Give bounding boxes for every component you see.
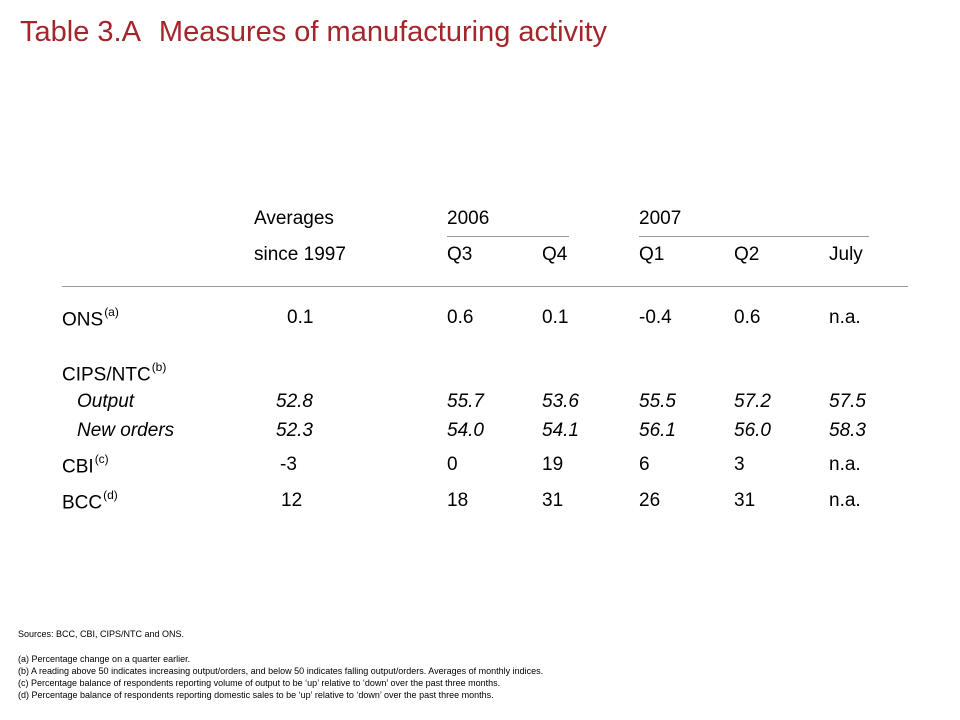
footnote-sources: Sources: BCC, CBI, CIPS/NTC and ONS. — [18, 629, 185, 639]
footnote-d: (d) Percentage balance of respondents re… — [18, 690, 494, 700]
header-since: since 1997 — [254, 244, 346, 265]
cell-output-july: 57.5 — [829, 391, 866, 412]
footnote-a: (a) Percentage change on a quarter earli… — [18, 654, 191, 664]
cell-cbi-avg: -3 — [280, 454, 297, 475]
cell-output-q1-2007: 55.5 — [639, 391, 676, 412]
cell-orders-july: 58.3 — [829, 420, 866, 441]
year-2006-underline — [447, 236, 569, 237]
cell-ons-q3-2006: 0.6 — [447, 307, 474, 328]
header-rule — [62, 286, 908, 287]
header-q1: Q1 — [639, 244, 665, 265]
cell-cbi-q3-2006: 0 — [447, 454, 458, 475]
cell-output-avg: 52.8 — [276, 391, 313, 412]
cell-ons-july: n.a. — [829, 307, 861, 328]
cell-bcc-q2-2007: 31 — [734, 490, 756, 511]
cell-output-q3-2006: 55.7 — [447, 391, 484, 412]
header-q4: Q4 — [542, 244, 568, 265]
table-title: Measures of manufacturing activity — [158, 16, 608, 48]
header-july: July — [829, 244, 863, 265]
cell-bcc-q1-2007: 26 — [639, 490, 661, 511]
cell-cbi-q1-2007: 6 — [639, 454, 650, 475]
cell-orders-q1-2007: 56.1 — [639, 420, 676, 441]
cell-bcc-q3-2006: 18 — [447, 490, 469, 511]
cell-bcc-july: n.a. — [829, 490, 861, 511]
header-q3: Q3 — [447, 244, 473, 265]
cell-orders-q4-2006: 54.1 — [542, 420, 579, 441]
cell-bcc-avg: 12 — [281, 490, 303, 511]
cell-orders-avg: 52.3 — [276, 420, 313, 441]
cell-ons-q4-2006: 0.1 — [542, 307, 569, 328]
header-averages: Averages — [254, 208, 334, 229]
header-year-2007: 2007 — [639, 208, 682, 229]
year-2007-underline — [639, 236, 869, 237]
header-q2: Q2 — [734, 244, 760, 265]
page-title: Table 3.A Measures of manufacturing activ… — [20, 16, 607, 49]
cell-output-q2-2007: 57.2 — [734, 391, 771, 412]
row-label-bcc: BCC(d) — [62, 488, 118, 514]
cell-cbi-q2-2007: 3 — [734, 454, 745, 475]
row-label-cips: CIPS/NTC(b) — [62, 360, 167, 386]
cell-ons-q2-2007: 0.6 — [734, 307, 761, 328]
footnote-b: (b) A reading above 50 indicates increas… — [18, 666, 544, 676]
cell-ons-q1-2007: -0.4 — [639, 307, 672, 328]
cell-ons-avg: 0.1 — [287, 307, 314, 328]
cell-cbi-q4-2006: 19 — [542, 454, 564, 475]
table-number: Table 3.A — [20, 16, 141, 48]
row-label-ons: ONS(a) — [62, 305, 119, 331]
cell-bcc-q4-2006: 31 — [542, 490, 564, 511]
cell-orders-q2-2007: 56.0 — [734, 420, 771, 441]
cell-output-q4-2006: 53.6 — [542, 391, 579, 412]
cell-cbi-july: n.a. — [829, 454, 861, 475]
footnote-c: (c) Percentage balance of respondents re… — [18, 678, 501, 688]
header-year-2006: 2006 — [447, 208, 490, 229]
row-label-new-orders: New orders — [77, 420, 175, 441]
cell-orders-q3-2006: 54.0 — [447, 420, 484, 441]
row-label-cbi: CBI(c) — [62, 452, 109, 478]
row-label-output: Output — [77, 391, 135, 412]
